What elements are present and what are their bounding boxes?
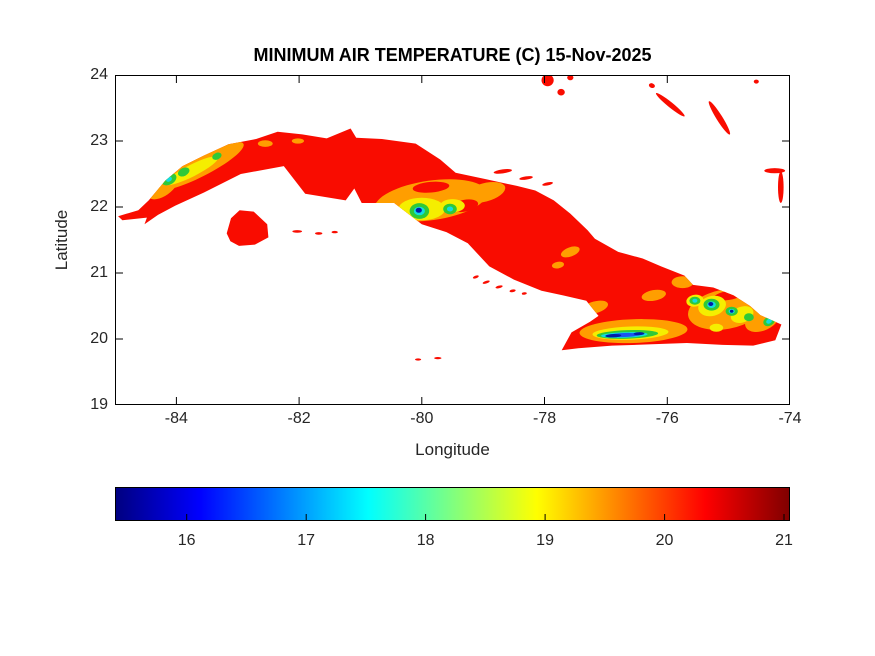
y-axis-tick-labels: 19 20 21 22 23 24 [0, 66, 108, 413]
islet [764, 168, 786, 174]
y-tick-label: 22 [90, 198, 108, 215]
islet [778, 171, 784, 203]
temp-zone-cyan [766, 318, 773, 324]
x-tick-label: -84 [164, 410, 188, 427]
islet [542, 182, 553, 186]
islet [482, 280, 490, 284]
map-plot-area [115, 75, 790, 405]
colorbar-gradient [115, 487, 790, 521]
islet [541, 75, 554, 87]
islet [331, 230, 338, 234]
colorbar-tick-label: 17 [297, 532, 316, 549]
islet [753, 79, 759, 84]
y-tick-label: 21 [90, 264, 108, 281]
y-tick-label: 24 [90, 66, 108, 83]
temp-zone-orange [671, 276, 694, 289]
colorbar-tick-labels: 16 17 18 19 20 21 [115, 532, 793, 552]
colorbar-tick-label: 20 [655, 532, 674, 549]
islet [434, 357, 442, 360]
y-tick-label: 19 [90, 396, 108, 413]
temp-zone-navy [415, 207, 422, 213]
islet [315, 232, 323, 235]
temp-zone-navy [633, 332, 645, 336]
cuba-landmass [118, 128, 782, 351]
colorbar-tick-label: 18 [416, 532, 435, 549]
x-tick-label: -74 [778, 410, 802, 427]
y-tick-label: 20 [90, 330, 108, 347]
temp-zone-yellow [200, 157, 214, 167]
temp-zone-orange [372, 199, 405, 217]
temp-zone-orange [463, 182, 506, 203]
temp-zone-cyan [692, 298, 698, 303]
temp-zone-navy [708, 302, 714, 306]
temp-zone-red [412, 181, 450, 193]
x-tick-label: -82 [287, 410, 311, 427]
colorbar-tick-label: 21 [775, 532, 793, 549]
islet [521, 292, 527, 295]
temp-zone-orange [551, 261, 565, 269]
islet [509, 289, 516, 293]
colorbar [115, 487, 790, 521]
x-tick-label: -80 [410, 410, 434, 427]
x-axis-tick-labels: -84 -82 -80 -78 -76 -74 [115, 410, 802, 430]
chart-title: MINIMUM AIR TEMPERATURE (C) 15-Nov-2025 [253, 45, 652, 65]
colorbar-tick-label: 16 [177, 532, 196, 549]
islet [495, 285, 503, 289]
islet [648, 83, 655, 89]
islet [655, 92, 685, 117]
temp-zone-cyan [446, 206, 454, 212]
temp-zone-orange [291, 138, 304, 144]
islet [292, 230, 303, 233]
temp-zone-orange [257, 140, 273, 147]
islet [493, 169, 512, 174]
temp-zone-navy [729, 309, 734, 313]
islet [567, 75, 574, 81]
islet [415, 358, 422, 361]
temp-zone-green [744, 313, 754, 322]
islet [519, 176, 533, 180]
islet [708, 101, 731, 135]
temp-zone-green [177, 167, 190, 177]
x-tick-label: -78 [532, 410, 557, 427]
x-tick-label: -76 [655, 410, 679, 427]
islet [557, 88, 565, 96]
temp-zone-orange [641, 289, 666, 302]
temp-zone-green [212, 152, 222, 160]
temp-zone-yellow [709, 323, 724, 332]
temp-zone-orange [560, 246, 580, 258]
x-axis-label: Longitude [415, 440, 490, 459]
temp-zone-navy [605, 333, 622, 338]
colorbar-tick-label: 19 [536, 532, 554, 549]
axes-box [115, 75, 790, 405]
y-tick-label: 23 [90, 132, 108, 149]
islet [472, 275, 479, 279]
